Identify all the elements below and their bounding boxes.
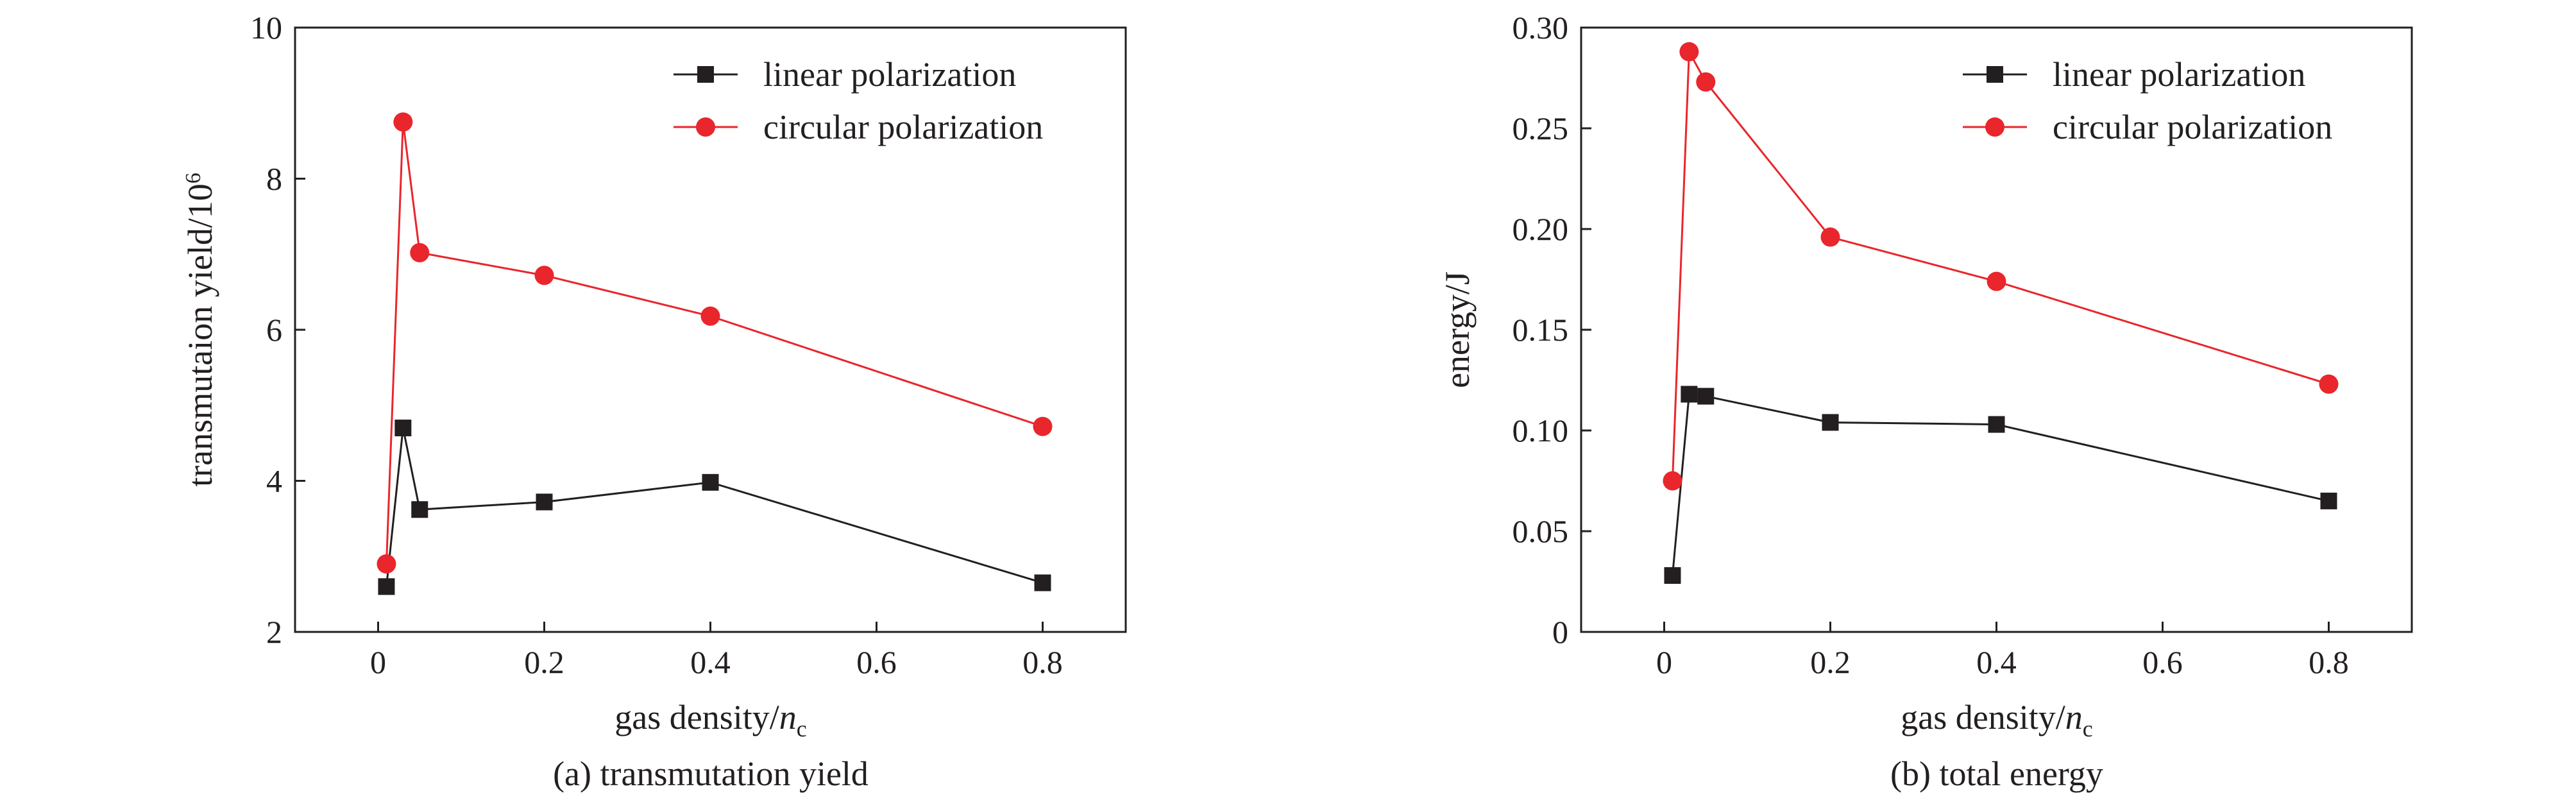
- panel-b-legend-label-1: linear polarization: [2053, 55, 2305, 94]
- panel-a-series-2-point: [410, 243, 430, 262]
- panel-b-y-tick-label: 0.15: [1513, 312, 1569, 348]
- panel-b-marks: [1663, 42, 2339, 584]
- panel-a-x-axis-label: gas density/nc: [614, 698, 806, 742]
- panel-a-series-1-point: [536, 493, 553, 511]
- panel-b-x-tick-label: 0.4: [1976, 644, 2017, 680]
- panel-a-legend: linear polarization circular polarization: [674, 55, 1043, 146]
- panel-b-x-axis-label: gas density/nc: [1901, 698, 2092, 742]
- panel-a-y-tick-label: 8: [266, 161, 282, 197]
- panel-a-series-1-point: [702, 473, 719, 491]
- panel-b-series-1-point: [1822, 414, 1839, 431]
- panel-b-y-tick-label: 0.30: [1513, 10, 1569, 46]
- panel-b-legend: linear polarization circular polarization: [1963, 55, 2332, 146]
- panel-b-series-1-point: [1697, 387, 1715, 405]
- panel-b-x-tick-label: 0: [1656, 644, 1672, 680]
- panel-b-legend-marker-1: [1987, 66, 2003, 83]
- panel-a-y-tick-label: 2: [266, 614, 282, 650]
- panel-a-series-2-point: [1033, 416, 1053, 436]
- panel-a-series-1-point: [394, 420, 412, 437]
- panel-b-y-tick-label: 0.10: [1513, 413, 1569, 448]
- panel-b-series-1-point: [2320, 492, 2337, 509]
- panel-a-series-line-2: [385, 121, 1043, 565]
- panel-b-x-tick-label: 0.6: [2142, 644, 2183, 680]
- panel-a-y-tick-label: 6: [266, 312, 282, 348]
- panel-b-x-tick-label: 0.8: [2309, 644, 2349, 680]
- panel-a-series-1-point: [1034, 574, 1051, 591]
- panel-b-x-tick-label: 0.2: [1810, 644, 1851, 680]
- panel-b-series-line-2: [1671, 48, 2329, 481]
- panel-b-series-2-point: [1679, 42, 1699, 62]
- panel-b-legend-label-2: circular polarization: [2053, 108, 2332, 146]
- panel-a: 0 0.2 0.4 0.6 0.8 2 4 6 8 10 transmutaion yield/1…: [181, 10, 1127, 793]
- panel-a-series-2-point: [393, 112, 413, 132]
- panel-a-x-tick-label: 0: [370, 644, 386, 680]
- panel-a-series-2-point: [534, 266, 554, 285]
- panel-a-y-axis-label: transmutaion yield/106: [181, 173, 219, 486]
- panel-a-caption: (a) transmutation yield: [553, 754, 869, 793]
- panel-b-series-2-point: [1987, 271, 2006, 291]
- panel-b-series-2-point: [1663, 471, 1682, 491]
- panel-a-legend-label-2: circular polarization: [763, 108, 1043, 146]
- panel-b-y-tick-label: 0: [1552, 614, 1568, 650]
- panel-b-y-tick-label: 0.20: [1513, 211, 1569, 247]
- panel-a-marks: [377, 112, 1053, 595]
- panel-a-series-1-point: [378, 578, 395, 595]
- panel-a-x-tick-label: 0.4: [690, 644, 731, 680]
- panel-a-x-tick-label: 0.6: [856, 644, 897, 680]
- panel-b: 0 0.2 0.4 0.6 0.8 0 0.05 0.10 0.15 0.20 0.25 0.30 e…: [1438, 10, 2413, 793]
- panel-a-y-tick-label: 10: [250, 10, 282, 46]
- panel-a-series-2-point: [700, 306, 720, 326]
- panel-b-ticks: 0 0.2 0.4 0.6 0.8 0 0.05 0.10 0.15 0.20 0.25 0.30: [1513, 10, 2349, 680]
- panel-b-series-2-point: [2319, 374, 2339, 394]
- panel-b-series-1-point: [1681, 386, 1698, 403]
- panel-b-caption: (b) total energy: [1890, 754, 2103, 793]
- panel-a-x-tick-label: 0.2: [524, 644, 564, 680]
- panel-a-y-tick-label: 4: [266, 463, 282, 499]
- panel-b-series-line-1: [1671, 393, 2329, 576]
- panel-a-series-line-1: [385, 427, 1043, 587]
- panel-a-legend-marker-2: [696, 117, 715, 137]
- panel-a-legend-marker-1: [697, 66, 714, 83]
- panel-a-series-1-point: [411, 501, 428, 518]
- panel-b-y-axis-label: energy/J: [1438, 271, 1477, 388]
- panel-b-y-tick-label: 0.25: [1513, 110, 1569, 146]
- panel-b-legend-marker-2: [1985, 117, 2004, 137]
- panel-a-ticks: 0 0.2 0.4 0.6 0.8 2 4 6 8 10: [250, 10, 1063, 680]
- panel-b-series-2-point: [1820, 227, 1840, 247]
- panel-b-series-1-point: [1988, 416, 2005, 433]
- panel-a-series-2-point: [377, 554, 396, 574]
- panel-a-legend-label-1: linear polarization: [763, 55, 1016, 94]
- panel-b-y-tick-label: 0.05: [1513, 513, 1569, 549]
- panel-b-series-1-point: [1664, 567, 1681, 584]
- panel-a-x-tick-label: 0.8: [1022, 644, 1063, 680]
- panel-b-series-2-point: [1696, 72, 1716, 92]
